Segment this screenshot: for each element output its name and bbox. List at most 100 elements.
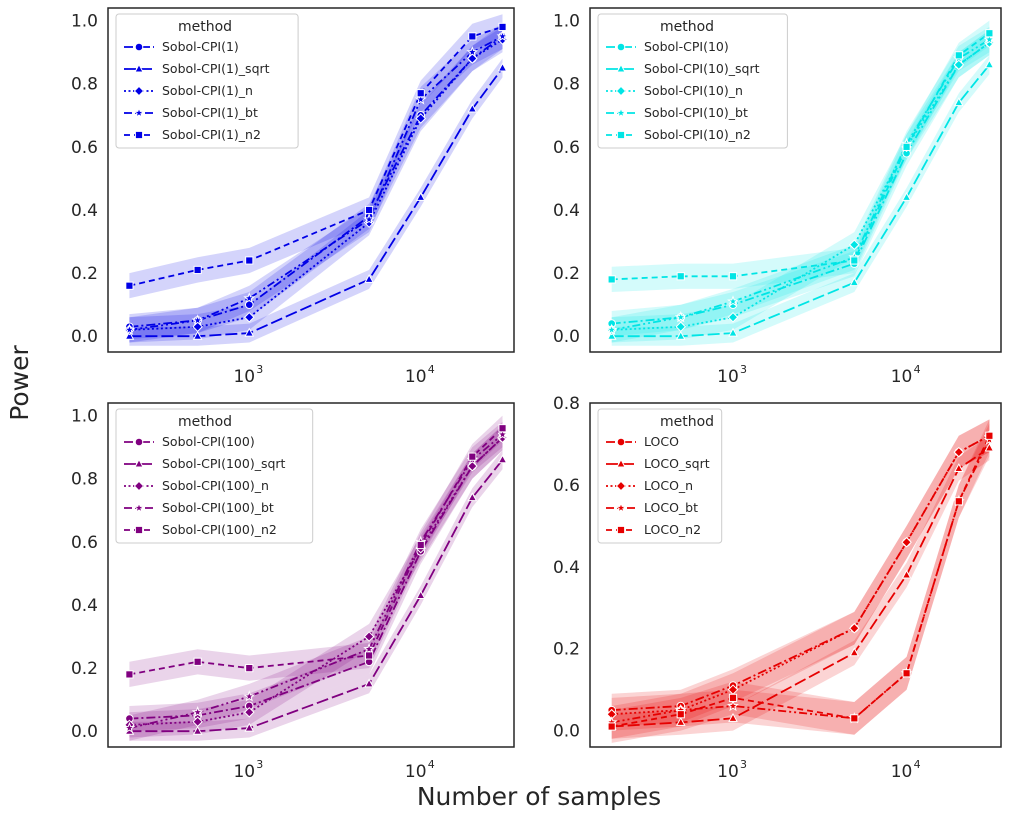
y-tick-label: 0.6 <box>553 476 580 496</box>
data-point-s4-3 <box>243 292 256 304</box>
legend-marker <box>133 85 145 97</box>
data-point-s3-6 <box>953 59 965 71</box>
data-point-s4-5 <box>414 93 427 105</box>
data-point-s4-1 <box>123 721 136 734</box>
legend-marker <box>134 437 144 447</box>
y-tick-label: 0.8 <box>553 394 580 414</box>
axes-frame <box>589 402 1002 748</box>
legend-marker <box>616 437 626 447</box>
data-point-s5-3 <box>245 664 254 673</box>
data-point-s3-2 <box>192 321 203 333</box>
data-point-s2-4 <box>364 678 374 688</box>
data-point-s3-6 <box>953 446 965 458</box>
confidence-band-1 <box>611 30 990 337</box>
x-tick-exponent: 3 <box>256 758 263 771</box>
chart-panel-4: 0.00.20.40.60.810 3 10 4methodLOCOLOCO_sqrt… <box>553 394 1002 782</box>
legend-entry: Sobol-CPI(10)_bt <box>644 105 748 120</box>
legend-marker <box>616 42 626 52</box>
x-tick-label: 10 <box>717 367 739 387</box>
legend-entry: Sobol-CPI(1)_sqrt <box>162 61 270 76</box>
data-point-s4-7 <box>983 33 996 45</box>
data-point-s2-7 <box>984 442 995 452</box>
data-point-s2-4 <box>849 647 860 657</box>
legend-entry: Sobol-CPI(100)_n2 <box>162 522 277 537</box>
data-point-s2-6 <box>953 97 964 107</box>
data-point-s5-5 <box>902 142 911 151</box>
confidence-band-1 <box>611 419 990 727</box>
legend-box <box>115 408 314 544</box>
y-tick-label: 0.2 <box>71 659 98 679</box>
x-tick-label: 10 <box>891 762 913 782</box>
data-point-s2-2 <box>675 330 686 340</box>
data-point-s5-7 <box>985 29 994 38</box>
x-tick-exponent: 4 <box>914 363 921 376</box>
data-point-s5-7 <box>498 424 507 433</box>
data-point-s2-5 <box>415 590 426 600</box>
legend-marker <box>615 501 627 514</box>
legend-entry: Sobol-CPI(1)_n2 <box>162 127 261 142</box>
y-tick-label: 0.2 <box>553 264 580 284</box>
data-point-s3-4 <box>363 631 375 642</box>
confidence-band-5 <box>611 419 990 743</box>
data-point-s4-1 <box>123 323 136 335</box>
legend-box <box>115 13 299 149</box>
legend-marker <box>133 106 145 119</box>
data-point-s5-7 <box>985 431 994 440</box>
legend: method LOCO LOCO_sqrt LOCO_n LOCO_bt LOCO_n2 <box>597 408 723 544</box>
data-point-s5-3 <box>728 693 738 702</box>
data-point-s4-7 <box>496 428 509 440</box>
confidence-band-4 <box>611 26 990 343</box>
y-tick-label: 0.0 <box>71 722 98 742</box>
plot-area <box>123 14 509 346</box>
y-tick-label: 0.4 <box>553 201 580 221</box>
plot-area <box>605 20 996 346</box>
legend-marker <box>133 480 145 492</box>
y-tick-label: 1.0 <box>71 12 98 32</box>
confidence-band-3 <box>611 30 990 343</box>
legend-entry: LOCO <box>644 434 679 449</box>
data-point-s4-1 <box>605 323 618 335</box>
y-tick-label: 0.4 <box>71 201 98 221</box>
data-point-s2-4 <box>364 273 374 283</box>
legend-entry: Sobol-CPI(1)_bt <box>162 105 258 120</box>
data-point-s5-4 <box>850 256 859 265</box>
legend-entry: LOCO_n2 <box>644 522 701 537</box>
data-point-s5-5 <box>416 540 425 550</box>
x-axis-label: Number of samples <box>417 782 661 811</box>
y-tick-label: 0.6 <box>71 533 98 553</box>
data-point-s2-1 <box>124 330 135 340</box>
legend-title: method <box>660 19 714 35</box>
data-point-s5-4 <box>365 205 374 215</box>
data-point-s2-3 <box>728 327 738 337</box>
chart-panel-2: 0.00.20.40.60.81.010 3 10 4methodSobol-CPI(… <box>553 7 1002 387</box>
data-point-s5-6 <box>954 51 963 60</box>
confidence-band-3 <box>129 26 503 343</box>
legend-marker <box>134 130 144 140</box>
x-tick-exponent: 4 <box>914 758 921 771</box>
data-point-s5-1 <box>607 275 616 284</box>
confidence-band-4 <box>129 23 503 343</box>
x-tick-label: 10 <box>233 762 255 782</box>
data-point-s4-4 <box>363 642 376 655</box>
data-point-s2-3 <box>244 722 255 732</box>
y-tick-label: 1.0 <box>71 407 98 427</box>
legend-box <box>597 13 788 149</box>
data-point-s3-6 <box>467 53 478 64</box>
y-tick-label: 0.4 <box>71 596 98 616</box>
data-point-s5-3 <box>728 272 738 281</box>
legend-marker <box>616 130 626 140</box>
data-point-s5-2 <box>193 657 202 666</box>
data-point-s3-3 <box>243 311 255 323</box>
legend-marker <box>616 458 626 468</box>
x-tick-label: 10 <box>717 762 739 782</box>
legend-entry: LOCO_sqrt <box>644 456 710 471</box>
data-point-s5-4 <box>850 714 859 723</box>
legend-marker <box>616 63 626 73</box>
x-tick-exponent: 3 <box>256 363 263 376</box>
data-point-s5-1 <box>607 722 616 731</box>
legend-marker <box>134 458 144 468</box>
y-axis-label: Power <box>5 344 34 420</box>
data-point-s4-3 <box>243 690 256 702</box>
x-tick-exponent: 4 <box>428 363 435 376</box>
x-tick-exponent: 3 <box>740 363 747 376</box>
